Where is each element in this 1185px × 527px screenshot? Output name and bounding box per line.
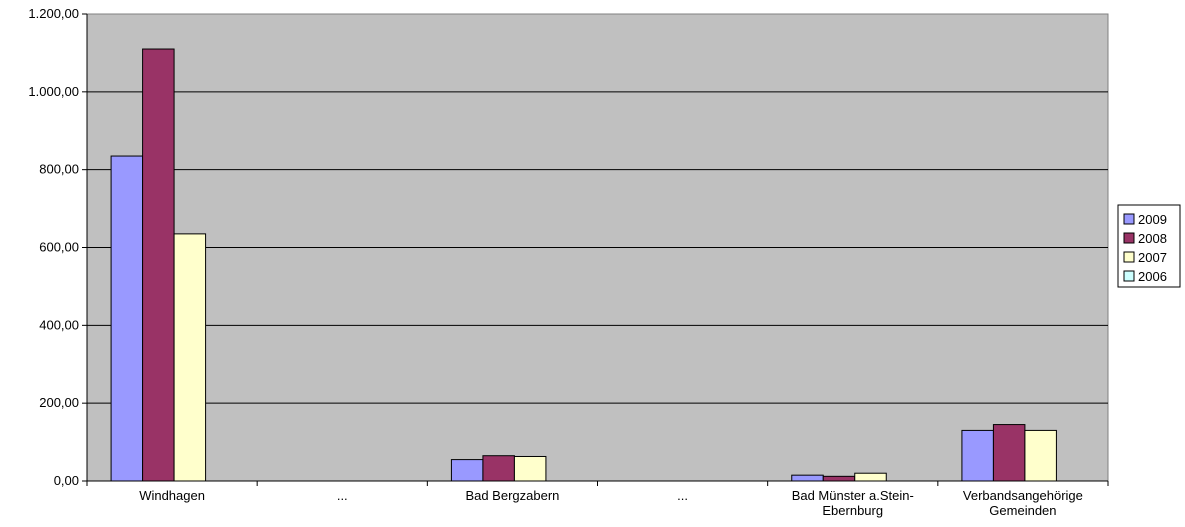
legend-swatch: [1123, 251, 1135, 263]
legend-swatch: [1123, 213, 1135, 225]
bar-2009: [110, 155, 144, 482]
bar-2007: [1024, 429, 1057, 482]
gridlines: [87, 91, 1108, 404]
bar-2008: [992, 424, 1026, 482]
bars: [110, 48, 1057, 482]
bar-2009: [961, 429, 994, 482]
x-tick-label: ...: [337, 488, 348, 503]
legend-label: 2008: [1138, 231, 1167, 246]
bar-2009: [791, 474, 824, 482]
x-tick-label: Verbandsangehörige Gemeinden: [963, 488, 1083, 518]
y-tick-label: 1.000,00: [28, 84, 79, 99]
y-tick-label: 0,00: [54, 473, 79, 488]
legend-label: 2009: [1138, 212, 1167, 227]
x-tick-label: Bad Bergzabern: [465, 488, 559, 503]
y-tick-label: 200,00: [39, 395, 79, 410]
bar-2008: [482, 455, 515, 482]
legend-label: 2006: [1138, 269, 1167, 284]
bar-2008: [822, 475, 856, 482]
bar-2008: [142, 48, 175, 482]
legend: 2009 2008 2007 2006: [1117, 204, 1181, 288]
y-tick-label: 800,00: [39, 162, 79, 177]
y-tick-label: 600,00: [39, 240, 79, 255]
bar-2009: [450, 459, 484, 482]
bar-2007: [854, 472, 887, 482]
legend-swatch: [1123, 232, 1135, 244]
legend-swatch: [1123, 270, 1135, 282]
y-tick-label: 1.200,00: [28, 6, 79, 21]
y-tick-label: 400,00: [39, 317, 79, 332]
y-axis: 0,00 200,00 400,00 600,00 800,00 1.000,00 1.20…: [28, 6, 88, 488]
x-tick-label: Bad Münster a.Stein-Ebernburg: [792, 488, 914, 518]
x-tick-label: ...: [677, 488, 688, 503]
legend-label: 2007: [1138, 250, 1167, 265]
bar-2007: [173, 233, 207, 482]
bar-2007: [513, 455, 547, 482]
x-axis: Windhagen... Bad Bergzabern... Bad Münster…: [86, 480, 1109, 518]
x-tick-label: Windhagen: [139, 488, 205, 503]
